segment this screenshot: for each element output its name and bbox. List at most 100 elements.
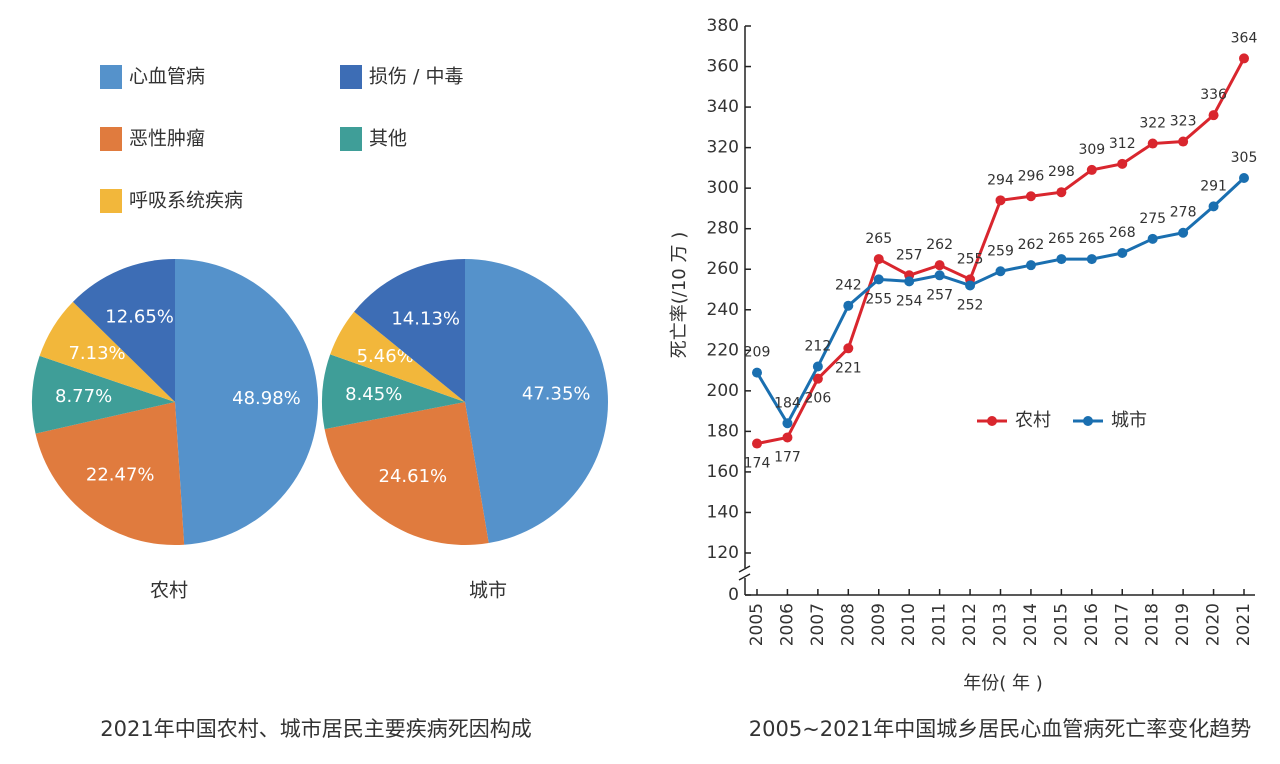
- point: [1086, 254, 1097, 265]
- data-label: 174: [744, 456, 771, 472]
- data-label: 265: [1048, 231, 1075, 247]
- x-tick-label: 2020: [1204, 603, 1224, 646]
- data-label: 364: [1231, 30, 1258, 46]
- pie-slice: [72, 259, 175, 402]
- data-label: 212: [805, 339, 832, 355]
- axis-break: [738, 565, 751, 573]
- point: [1025, 191, 1036, 202]
- chart-title: 2005~2021年中国城乡居民心血管病死亡率变化趋势: [749, 717, 1251, 741]
- point: [1208, 110, 1219, 121]
- y-tick-label: 340: [707, 97, 739, 117]
- legend-label: 呼吸系统疾病: [129, 190, 243, 212]
- y-tick-label: 140: [707, 502, 739, 522]
- point: [965, 280, 976, 291]
- legend-marker: [987, 416, 997, 426]
- pie-slice: [330, 311, 465, 402]
- legend-label: 损伤 / 中毒: [369, 66, 463, 88]
- point: [782, 432, 793, 443]
- data-label: 309: [1078, 142, 1105, 158]
- y-axis-label: 死亡率(/10 万 ): [669, 232, 690, 358]
- point: [1178, 136, 1189, 147]
- data-label: 305: [1231, 150, 1258, 166]
- data-label: 294: [987, 172, 1014, 188]
- data-label: 262: [926, 237, 953, 253]
- y-tick-label: 320: [707, 138, 739, 158]
- point: [995, 195, 1006, 206]
- pie-slice: [465, 259, 609, 544]
- point: [1025, 260, 1036, 271]
- x-tick-label: 2011: [930, 603, 950, 646]
- axis-break-gap: [739, 568, 751, 578]
- slice-label: 48.98%: [232, 388, 301, 409]
- slice-label: 12.65%: [105, 307, 174, 328]
- point: [873, 254, 884, 265]
- point: [1208, 201, 1219, 212]
- x-tick-label: 2012: [960, 603, 980, 646]
- point: [934, 260, 945, 271]
- data-label: 322: [1139, 116, 1166, 132]
- slice-label: 47.35%: [522, 383, 591, 404]
- slice-label: 24.61%: [379, 466, 448, 487]
- point: [934, 270, 945, 281]
- legend-swatch: [340, 65, 362, 89]
- legend-label: 城市: [1111, 410, 1147, 431]
- data-label: 298: [1048, 164, 1075, 180]
- y-tick-label: 120: [707, 543, 739, 563]
- data-label: 323: [1170, 114, 1197, 130]
- pie-slice: [35, 402, 185, 545]
- y-tick-label: 220: [707, 340, 739, 360]
- data-label: 255: [865, 291, 892, 307]
- slice-label: 14.13%: [391, 308, 460, 329]
- x-tick-label: 2010: [899, 603, 919, 646]
- point: [1239, 53, 1249, 64]
- point: [1147, 138, 1158, 149]
- data-label: 209: [744, 345, 771, 361]
- data-label: 257: [896, 247, 923, 263]
- point: [1056, 187, 1067, 198]
- x-tick-label: 2015: [1051, 603, 1071, 646]
- point: [1178, 227, 1189, 238]
- pie-slice: [322, 354, 465, 430]
- legend-swatch: [100, 189, 122, 213]
- data-label: 265: [1078, 231, 1105, 247]
- point: [1117, 158, 1128, 169]
- point: [1239, 173, 1249, 184]
- data-label: 252: [957, 297, 984, 313]
- x-tick-label: 2008: [838, 603, 858, 646]
- pie-slice: [175, 259, 318, 545]
- data-label: 257: [926, 287, 953, 303]
- x-tick-label: 2021: [1234, 603, 1254, 646]
- y-tick-label: 180: [707, 421, 739, 441]
- slice-label: 22.47%: [86, 464, 155, 485]
- point: [812, 373, 823, 384]
- point: [873, 274, 884, 285]
- x-tick-label: 2014: [1021, 603, 1041, 646]
- axis-break: [738, 573, 751, 581]
- data-label: 254: [896, 293, 923, 309]
- y-tick-label: 240: [707, 300, 739, 320]
- x-tick-label: 2018: [1143, 603, 1163, 646]
- data-label: 278: [1170, 205, 1197, 221]
- y-tick-label: 300: [707, 178, 739, 198]
- y-tick-label: 160: [707, 462, 739, 482]
- x-tick-label: 2019: [1173, 603, 1193, 646]
- x-tick-label: 2017: [1112, 603, 1132, 646]
- x-tick-label: 2005: [747, 603, 767, 646]
- y-tick-label: 260: [707, 259, 739, 279]
- data-label: 262: [1018, 237, 1045, 253]
- legend-label: 农村: [1015, 410, 1051, 431]
- data-label: 268: [1109, 225, 1136, 241]
- y-tick-label: 0: [728, 585, 739, 605]
- point: [812, 361, 823, 372]
- data-label: 265: [865, 231, 892, 247]
- x-tick-label: 2006: [777, 603, 797, 646]
- point: [1056, 254, 1067, 265]
- point: [904, 276, 915, 287]
- x-tick-label: 2013: [991, 603, 1011, 646]
- data-label: 336: [1200, 87, 1227, 103]
- legend-marker: [1083, 416, 1093, 426]
- data-label: 221: [835, 360, 862, 376]
- data-label: 259: [987, 243, 1014, 259]
